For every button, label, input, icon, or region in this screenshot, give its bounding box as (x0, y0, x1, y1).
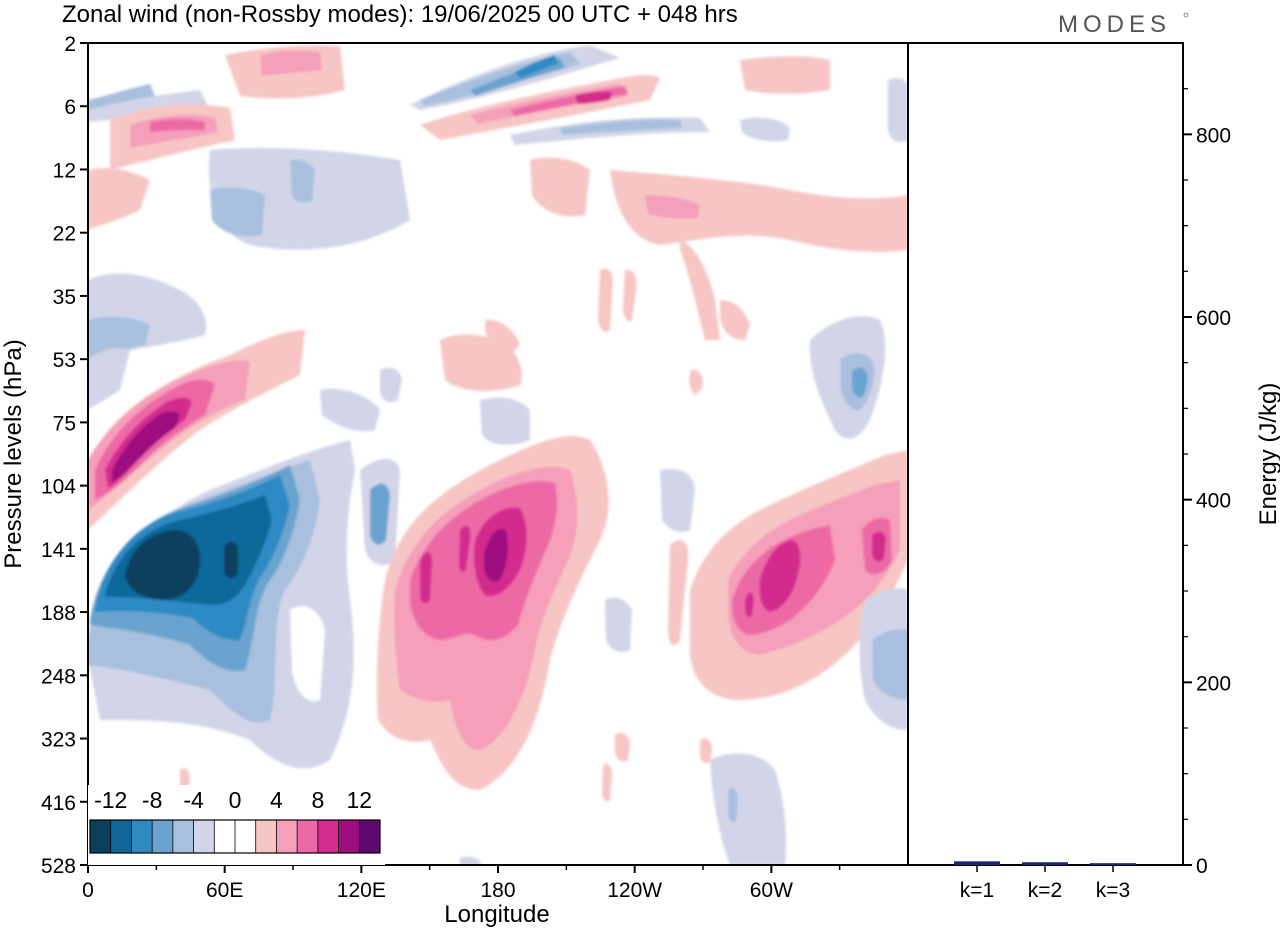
colorbar-swatch (90, 820, 112, 853)
energy-bar (1022, 862, 1068, 865)
contour-neg-western-hemisphere (605, 78, 908, 865)
y-tick-label: 12 (53, 159, 76, 182)
colorbar-legend: -12 -8 -4 0 4 8 12 (88, 785, 385, 865)
energy-tick-label: 600 (1196, 307, 1231, 330)
contour-pos-dateline-jet (376, 319, 630, 802)
contour-pos-western-hemisphere (598, 268, 908, 700)
energy-tick-label: 800 (1196, 124, 1231, 147)
colorbar-swatch (131, 820, 153, 853)
x-tick-label: 60W (750, 879, 793, 902)
y-tick-label: 248 (41, 665, 76, 688)
energy-tick-label: 400 (1196, 490, 1231, 513)
y-tick-label: 323 (41, 729, 76, 752)
y-tick-label: 53 (53, 349, 76, 372)
modes-logo: MODES (1058, 11, 1171, 38)
contour-negative-upper-westerly-band (88, 45, 710, 250)
y-tick-label: 2 (64, 33, 76, 56)
energy-bar (1090, 863, 1136, 865)
colorbar-label: 0 (229, 787, 242, 813)
colorbar-swatch (359, 820, 381, 853)
energy-category-label: k=3 (1096, 879, 1130, 902)
colorbar-swatch (235, 820, 257, 853)
energy-tick-label: 200 (1196, 672, 1231, 695)
y-tick-label: 141 (41, 539, 76, 562)
y-tick-label: 528 (41, 855, 76, 878)
x-tick-label: 60E (206, 879, 243, 902)
y-tick-label: 104 (41, 476, 76, 499)
colorbar-label: -8 (142, 787, 162, 813)
colorbar-swatch (255, 820, 277, 853)
colorbar-swatch (193, 820, 215, 853)
y-tick-label: 6 (64, 96, 76, 119)
energy-tick-label: 0 (1196, 855, 1208, 878)
colorbar-label: 12 (346, 787, 372, 813)
contour-neg-jet-left (88, 440, 355, 769)
y-tick-label: 188 (41, 602, 76, 625)
x-tick-label: 0 (82, 879, 94, 902)
x-tick-label: 180 (480, 879, 515, 902)
contour-upper-stratosphere-left-negatives (88, 273, 207, 410)
contour-neg-midlevel-blobs (320, 367, 530, 566)
energy-bar (954, 861, 1000, 865)
energy-plot-area (907, 42, 1184, 866)
x-tick-label: 120W (607, 879, 662, 902)
energy-y-axis: 0 200 400 600 800 (1183, 88, 1231, 878)
y-tick-label: 75 (53, 412, 76, 435)
contour-field (88, 45, 908, 865)
heatmap-x-axis: 0 60E 120E 180 120W 60W (82, 865, 841, 902)
contour-pos-diagonal-left (88, 330, 305, 530)
chart-title: Zonal wind (non-Rossby modes): 19/06/202… (62, 1, 738, 28)
colorbar-swatch (214, 820, 236, 853)
y-tick-label: 22 (53, 223, 76, 246)
colorbar-label: -12 (94, 787, 127, 813)
colorbar-swatch (317, 820, 339, 853)
colorbar-label: 4 (270, 787, 283, 813)
logo-mark (1183, 12, 1189, 18)
energy-x-categories: k=1 k=2 k=3 (960, 865, 1130, 902)
energy-axis-label: Energy (J/kg) (1255, 383, 1280, 526)
colorbar-label: 8 (311, 787, 324, 813)
y-axis-label: Pressure levels (hPa) (0, 339, 27, 568)
x-axis-label: Longitude (444, 901, 549, 928)
colorbar-swatch (276, 820, 298, 853)
y-tick-label: 35 (53, 286, 76, 309)
colorbar-swatch (110, 820, 132, 853)
colorbar-swatch (338, 820, 360, 853)
energy-category-label: k=1 (960, 879, 994, 902)
contour-positive-upper-bands (88, 45, 908, 340)
colorbar-label: -4 (183, 787, 204, 813)
colorbar-swatch (152, 820, 174, 853)
colorbar-swatch (172, 820, 194, 853)
x-tick-label: 120E (337, 879, 386, 902)
energy-category-label: k=2 (1028, 879, 1062, 902)
y-tick-label: 416 (41, 792, 76, 815)
colorbar-swatch (297, 820, 319, 853)
heatmap-y-axis: 2 6 12 22 35 53 75 104 141 188 248 323 416 528 (41, 33, 88, 878)
energy-bars (954, 861, 1136, 865)
